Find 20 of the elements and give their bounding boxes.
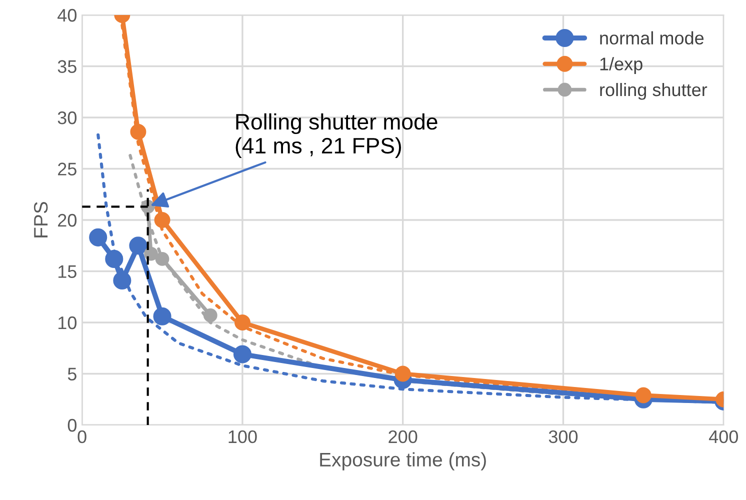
y-tick-label: 15 (58, 265, 76, 278)
y-tick-label: 35 (58, 60, 76, 73)
y-tick-label: 25 (58, 162, 76, 176)
legend-label: 1/exp (600, 57, 642, 74)
x-axis-title: Exposure time (ms) (320, 452, 486, 470)
annotation: Rolling shutter mode (41 ms , 21 FPS) (236, 113, 438, 158)
x-tick-label: 0 (78, 430, 86, 444)
legend-label: normal mode (600, 31, 704, 45)
y-tick-label: 5 (68, 368, 76, 380)
y-tick-label: 20 (58, 214, 76, 227)
y-tick-label: 30 (58, 111, 76, 124)
y-axis-title: FPS (34, 202, 48, 238)
x-tick-label: 100 (228, 430, 257, 444)
y-tick-label: 40 (58, 8, 76, 22)
legend-label: rolling shutter (600, 82, 708, 100)
x-tick-label: 300 (548, 430, 578, 444)
x-tick-label: 200 (388, 430, 418, 444)
y-tick-label: 10 (58, 316, 76, 330)
x-tick-label: 400 (708, 430, 738, 444)
y-tick-label: 0 (68, 418, 76, 432)
